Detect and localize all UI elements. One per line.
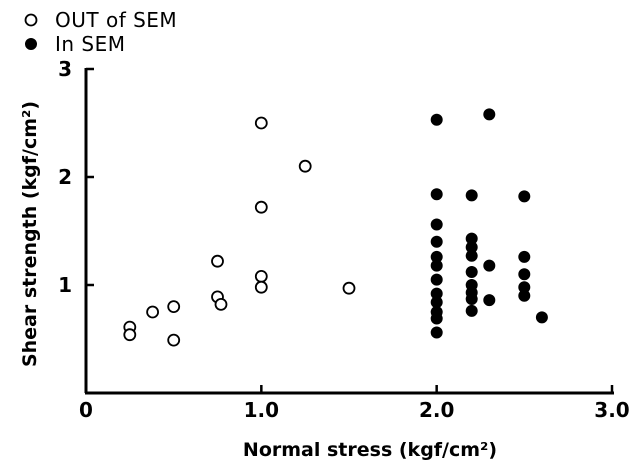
out-of-sem-point [254, 280, 268, 294]
in-sem-point [518, 289, 531, 302]
out-of-sem-point [167, 300, 181, 314]
out-of-sem-point [211, 254, 224, 268]
legend-in-sem-label: In SEM [55, 32, 126, 56]
legend-out-of-sem-label: OUT of SEM [55, 8, 177, 32]
out-of-sem-point [254, 116, 268, 130]
x-tick-label: 2.0 [419, 398, 454, 422]
y-tick-label: 1 [58, 273, 72, 297]
in-sem-point [518, 190, 531, 203]
in-sem-point [518, 268, 531, 281]
axes [84, 68, 614, 395]
x-tick-label: 0 [79, 398, 93, 422]
y-tick-label: 2 [58, 165, 72, 189]
y-tick-label: 3 [58, 57, 72, 81]
out-of-sem-point [254, 269, 268, 283]
in-sem-point [430, 273, 443, 286]
out-of-sem-point [254, 200, 268, 214]
legend-in-sem-marker [25, 38, 37, 50]
in-sem-point [465, 249, 478, 262]
tick-marks [84, 67, 614, 393]
in-sem-point [430, 235, 443, 248]
in-sem-point [465, 304, 478, 317]
out-of-sem-point [123, 328, 137, 342]
in-sem-point [483, 108, 496, 121]
in-sem-point [535, 311, 548, 324]
in-sem-point [430, 312, 443, 325]
out-of-sem-point [298, 159, 312, 173]
in-sem-point [430, 259, 443, 272]
x-tick-label: 3.0 [594, 398, 629, 422]
in-sem-point [430, 188, 443, 201]
in-sem-point [483, 259, 496, 272]
out-of-sem-point [214, 297, 228, 311]
in-sem-point [483, 294, 496, 307]
x-axis-title: Normal stress (kgf/cm²) [243, 439, 497, 461]
x-tick-label: 1.0 [244, 398, 279, 422]
out-of-sem-point [167, 333, 181, 347]
in-sem-point [518, 250, 531, 263]
in-sem-point [430, 218, 443, 231]
out-of-sem-point [146, 305, 160, 319]
out-of-sem-point [342, 281, 356, 295]
in-sem-point [465, 266, 478, 278]
in-sem-point [465, 293, 478, 305]
in-sem-point [430, 113, 443, 126]
in-sem-point [465, 189, 478, 202]
in-sem-point [430, 326, 443, 339]
data-points [123, 108, 548, 347]
y-axis-title: Shear strength (kgf/cm²) [19, 101, 41, 367]
legend-out-of-sem-marker [24, 13, 38, 27]
tick-labels: 0 1.0 2.0 3.0 1 2 3 [58, 57, 630, 422]
